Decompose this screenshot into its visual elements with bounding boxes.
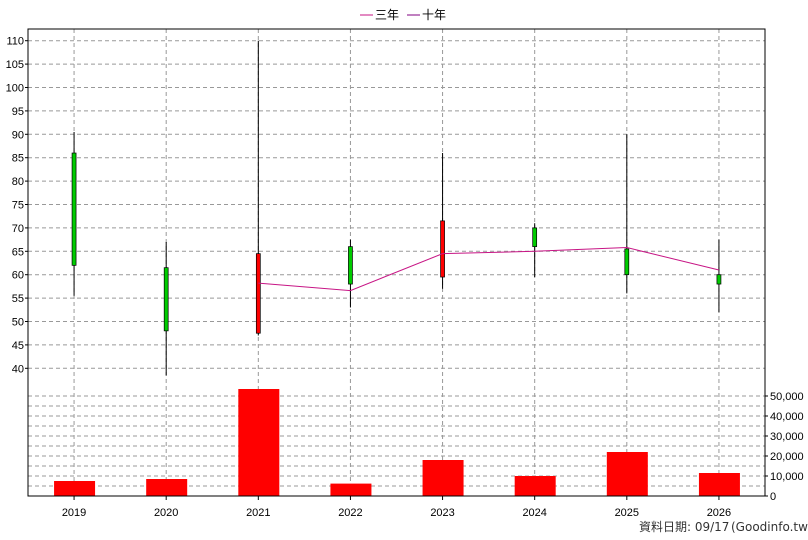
candlesticks	[71, 40, 722, 376]
volume-bar	[422, 460, 464, 496]
volume-axis: 0 10,000 20,000 30,000 40,000 50,000	[765, 391, 804, 503]
candle-body	[163, 267, 169, 332]
volume-tick-label: 50,000	[770, 391, 804, 403]
volume-tick-label: 20,000	[770, 451, 804, 463]
x-axis: 2019 2020 2021 2022 2023 2024 2025 2026	[62, 496, 731, 519]
x-tick-label: 2021	[246, 507, 270, 519]
price-tick-label: 75	[12, 200, 24, 212]
x-tick-label: 2022	[338, 507, 362, 519]
price-tick-label: 50	[12, 317, 24, 329]
volume-tick-label: 40,000	[770, 411, 804, 423]
price-tick-label: 105	[6, 59, 24, 71]
price-tick-label: 55	[12, 293, 24, 305]
volume-bar	[606, 452, 648, 496]
volume-bar	[330, 483, 372, 496]
candle-body	[716, 274, 722, 285]
x-tick-label: 2020	[154, 507, 178, 519]
legend: 三年 十年	[360, 8, 446, 22]
volume-tick-label: 30,000	[770, 431, 804, 443]
price-tick-label: 40	[12, 363, 24, 375]
candle-body	[532, 227, 538, 247]
volume-bar	[514, 476, 556, 496]
price-tick-label: 45	[12, 340, 24, 352]
price-tick-label: 60	[12, 270, 24, 282]
price-tick-label: 70	[12, 223, 24, 235]
price-tick-label: 110	[6, 36, 24, 48]
x-tick-label: 2024	[522, 507, 546, 519]
plot-border	[27, 28, 766, 497]
price-tick-label: 95	[12, 106, 24, 118]
x-tick-label: 2023	[430, 507, 454, 519]
x-tick-label: 2025	[615, 507, 639, 519]
volume-tick-label: 10,000	[770, 471, 804, 483]
volume-bars	[54, 389, 740, 496]
volume-bar	[698, 473, 740, 496]
volume-bar	[54, 481, 96, 496]
series-line-3y	[258, 247, 720, 292]
legend-label-10y: 十年	[422, 8, 446, 22]
candle-body	[624, 248, 630, 276]
x-tick-label: 2026	[707, 507, 731, 519]
volume-tick-label: 0	[770, 491, 776, 503]
candle-body	[440, 220, 445, 278]
price-tick-label: 100	[6, 83, 24, 95]
three-year-line	[258, 247, 720, 292]
candle-body	[255, 253, 261, 334]
plot-frame	[27, 28, 766, 497]
x-tick-label: 2019	[62, 507, 86, 519]
candle-body	[348, 246, 353, 285]
candle-body	[71, 152, 77, 266]
legend-label-3y: 三年	[375, 8, 399, 22]
price-axis: 40 45 50 55 60 65 70 75 80 85 90 95 100 105 110	[6, 36, 28, 375]
price-tick-label: 90	[12, 129, 24, 141]
volume-bar	[146, 479, 188, 496]
price-tick-label: 85	[12, 153, 24, 165]
grid	[28, 29, 765, 497]
volume-bar	[238, 389, 280, 496]
footer-date: 資料日期: 09/17	[639, 520, 729, 534]
price-tick-label: 80	[12, 176, 24, 188]
price-tick-label: 65	[12, 246, 24, 258]
footer-source: (Goodinfo.tw)	[731, 520, 808, 534]
